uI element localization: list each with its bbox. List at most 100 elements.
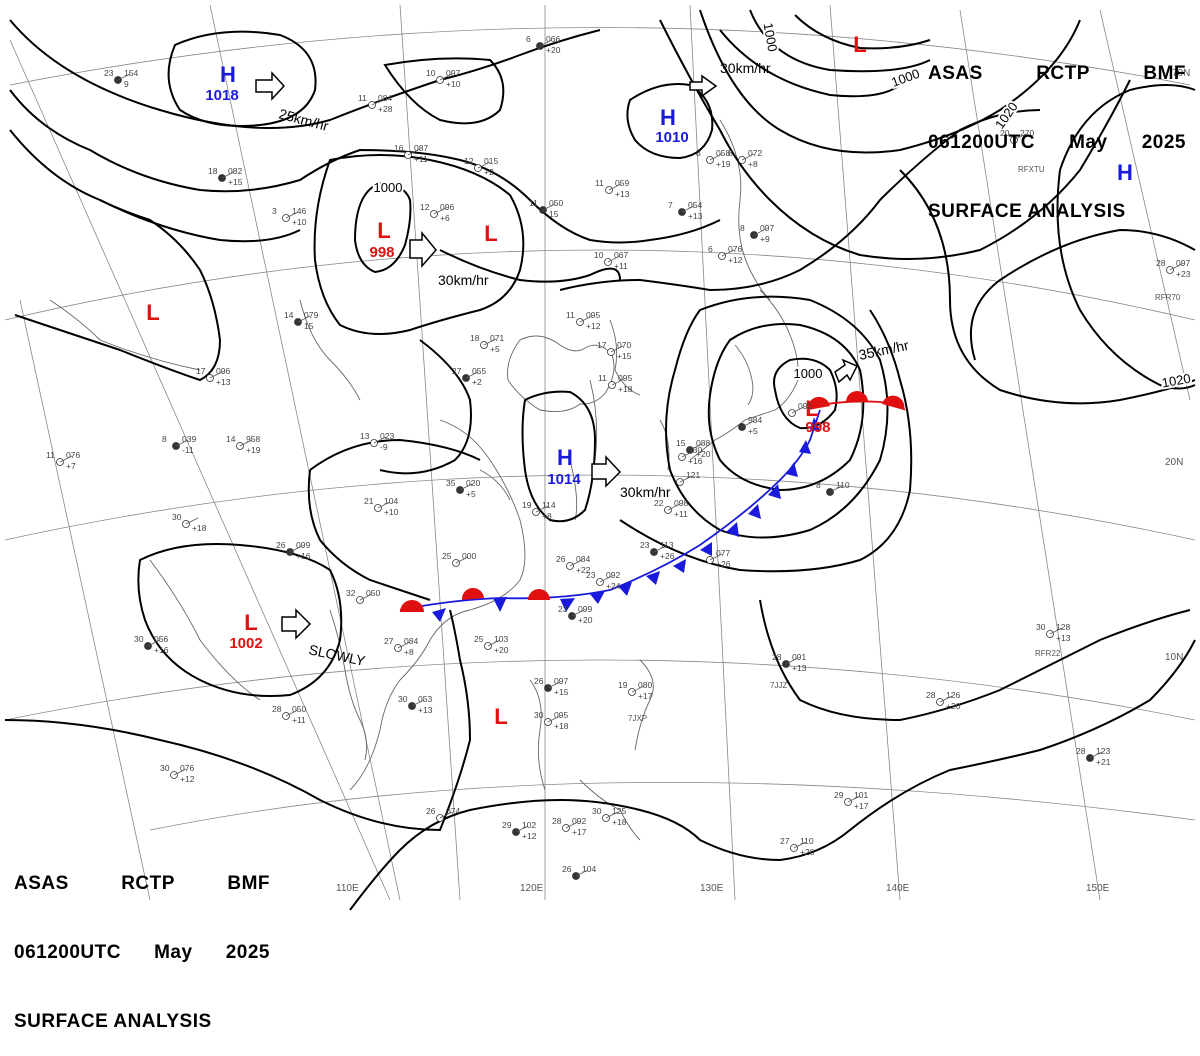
station-temp: 11 (598, 373, 607, 383)
station-pressure: 103 (494, 634, 508, 644)
station-temp: 7 (668, 200, 673, 210)
station-tendency: +20 (800, 847, 815, 857)
station-temp: 23 (558, 604, 568, 614)
station-wind-barb (753, 228, 767, 236)
isobar-label-6: 1020 (1161, 371, 1192, 391)
station-tendency: +12 (728, 255, 743, 265)
station-pressure: 123 (1096, 746, 1110, 756)
station-temp: 29 (502, 820, 512, 830)
station-temp: 17 (597, 340, 607, 350)
station-temp: 30 (592, 806, 602, 816)
station-pressure: 066 (546, 34, 560, 44)
station-37: 23 113+26 (640, 540, 675, 561)
station-pressure: 084 (378, 93, 392, 103)
station-pressure: 080 (638, 680, 652, 690)
station-tendency: +19 (716, 159, 731, 169)
station-28: 15 088+20 (676, 438, 711, 459)
station-tendency: +20 (546, 45, 561, 55)
station-wind-barb (535, 505, 549, 513)
station-wind-barb (741, 420, 755, 428)
station-31: 35 020+5 (446, 478, 480, 499)
station-id-4: RFXTU (1018, 165, 1045, 174)
station-wind-barb (289, 545, 303, 553)
station-3: 10 097+10 (426, 68, 461, 89)
station-ids: 7JXP 7JJZ RFR22 RFXTU RFR70 (628, 165, 1181, 723)
motion-arrows (255, 71, 859, 640)
station-wind-barb (791, 406, 805, 414)
station-57: 28 126+20 (926, 690, 961, 711)
station-temp: 26 (562, 864, 572, 874)
footer-product: SURFACE ANALYSIS (14, 1011, 212, 1032)
station-pressure: 097 (446, 68, 460, 78)
station-wind-barb (709, 153, 723, 161)
station-43: 30 056+16 (134, 634, 169, 655)
station-tendency: +11 (414, 154, 428, 164)
station-wind-barb (433, 207, 447, 215)
station-wind-barb (939, 695, 953, 703)
station-pressure: 095 (554, 710, 568, 720)
station-tendency: +20 (494, 645, 509, 655)
footer-line-3: SURFACE ANALYSIS (14, 1010, 270, 1033)
station-temp: 32 (346, 588, 356, 598)
pressure-centers: H 1018 H 1010 H 1014 H L 998 L L L 1002 … (146, 32, 1133, 729)
station-44: 32 050 (346, 588, 380, 604)
station-wind-barb (569, 559, 583, 567)
station-pressure: 070 (617, 340, 631, 350)
footer-center: RCTP (121, 873, 175, 894)
station-pressure: 059 (615, 178, 629, 188)
station-tendency: +19 (246, 445, 261, 455)
station-temp: 8 (740, 223, 745, 233)
station-pressure: 128 (1056, 622, 1070, 632)
station-18: 11 095+12 (566, 310, 601, 331)
front-cold-5 (618, 582, 632, 596)
station-pressure: 054 (688, 200, 702, 210)
station-pressure: 101 (854, 790, 868, 800)
front-cold-11 (768, 484, 781, 499)
station-pressure: 126 (946, 690, 960, 700)
header-product: SURFACE ANALYSIS (928, 201, 1126, 222)
station-pressure: 099 (296, 540, 310, 550)
station-id-2: 7JJZ (770, 681, 787, 690)
station-pressure: 088 (696, 438, 710, 448)
footer-year: 2025 (225, 942, 270, 963)
station-temp: 26 (556, 554, 566, 564)
motion-label-2: 30km/hr (438, 272, 489, 288)
station-id-3: RFR22 (1035, 649, 1061, 658)
front-cold-8 (700, 542, 712, 556)
station-pressure: 071 (490, 333, 504, 343)
station-wind-barb (483, 338, 497, 346)
station-temp: 3 (272, 206, 277, 216)
header-time: 061200UTC (928, 132, 1035, 153)
footer-source: BMF (227, 873, 270, 894)
high-center-1-value: 1018 (205, 87, 238, 104)
low-center-5: L (805, 396, 818, 421)
front-warm-4 (807, 396, 830, 410)
station-temp: 26 (534, 676, 544, 686)
station-4: 6 066+20 (526, 34, 561, 55)
station-wind-barb (1049, 627, 1063, 635)
lat-label-10n: 10N (1165, 652, 1183, 663)
station-wind-barb (571, 609, 585, 617)
station-wind-barb (439, 73, 453, 81)
station-temp: 26 (276, 540, 286, 550)
station-temp: 22 (654, 498, 664, 508)
station-62: 28 097+23 (1156, 258, 1191, 279)
station-pressure: 077 (716, 548, 730, 558)
station-temp: 16 (394, 143, 404, 153)
footer-month: May (154, 942, 193, 963)
station-61: 26 104 (562, 864, 596, 880)
station-wind-barb (173, 768, 187, 776)
station-pressure: 023 (380, 431, 394, 441)
low-center-3: L (146, 300, 159, 325)
front-cold-7 (673, 559, 686, 573)
station-pressure: 084 (404, 636, 418, 646)
station-wind-barb (465, 371, 479, 379)
station-13: 7 054+13 (668, 200, 703, 221)
station-tendency: 9 (124, 79, 129, 89)
station-pressure: 015 (484, 156, 498, 166)
station-64: 8 110 (816, 480, 850, 496)
station-29: 11 076+7 (46, 450, 80, 471)
station-temp: 23 (104, 68, 114, 78)
station-wind-barb (681, 450, 695, 458)
station-wind-barb (785, 657, 799, 665)
